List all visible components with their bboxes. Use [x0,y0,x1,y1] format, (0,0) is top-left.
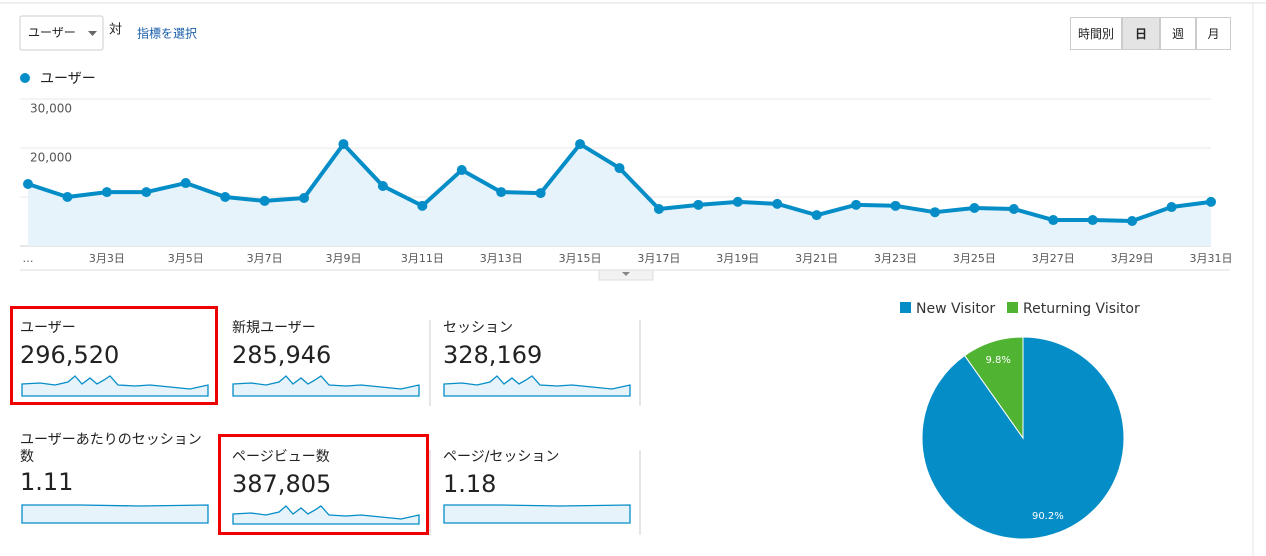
metric-dropdown-label: ユーザー [28,26,76,40]
point [23,179,33,190]
legend-label: Returning Visitor [1023,301,1140,317]
dropdown-arrow [88,31,97,36]
point [1008,204,1019,215]
point [929,207,940,218]
point [101,187,112,198]
point [220,192,231,202]
x-tick-label: 3月23日 [874,252,917,265]
scorecard: 新規ユーザー 285,946 [232,320,422,369]
point [535,188,546,199]
metric-label: ユーザーあたりのセッション数 [20,432,202,465]
point [338,139,349,150]
metric-value: 296,520 [20,341,120,369]
scorecard: セッション 328,169 [443,320,633,369]
slice-label: 9.8% [985,355,1010,366]
x-tick-label: 3月31日 [1190,252,1233,265]
sparklines [21,375,631,525]
metric-value: 1.18 [443,470,497,498]
point [1166,202,1177,213]
x-tick-label: … [23,252,34,265]
point [732,196,743,207]
metric-dropdown[interactable] [19,15,104,51]
y-tick-label: 20,000 [30,151,72,165]
sparkline [443,375,631,397]
x-tick-label: 3月5日 [168,252,204,265]
area [28,144,1211,246]
x-tick-label: 3月21日 [795,252,838,265]
legend-swatch [900,302,911,313]
point [890,200,901,211]
x-tick-label: 3月11日 [401,252,444,265]
period-button[interactable]: 時間別 [1070,17,1122,50]
point [180,178,191,189]
scorecard: ページビュー数 387,805 [232,449,422,498]
x-tick-label: 3月3日 [89,252,125,265]
x-tick-label: 3月19日 [716,252,759,265]
metric-label: セッション [443,320,513,336]
point [693,199,704,210]
scorecard: ユーザー 296,520 [20,320,210,369]
highlight-box [10,306,218,405]
metric-value: 387,805 [232,470,332,498]
legend-label: ユーザー [40,71,96,87]
point [62,192,73,202]
point [496,187,507,198]
x-tick-label: 3月15日 [559,252,602,265]
point [1127,216,1138,227]
point [259,195,270,206]
point [811,210,822,221]
slice-label: 90.2% [1032,511,1064,522]
metric-value: 1.11 [20,468,74,496]
expand-arrow [622,272,630,276]
point [377,180,388,191]
point [772,198,783,209]
x-tick-label: 3月17日 [637,252,680,265]
highlight-box [218,434,429,535]
metric-label: ページ/セッション [443,449,560,465]
point [1048,215,1059,226]
point [1087,215,1098,226]
point [1206,196,1216,207]
select-metric-link[interactable]: 指標を選択 [137,26,197,41]
point [969,203,980,214]
legend-dot [20,73,30,83]
x-tick-label: 3月13日 [480,252,523,265]
x-tick-label: 3月27日 [1032,252,1075,265]
sparkline [443,504,631,524]
sparkline [21,375,209,397]
scorecard: ユーザーあたりのセッション数 1.11 [20,432,210,496]
point [614,163,625,174]
legend-swatch [1007,302,1018,313]
point [417,200,428,211]
point [299,192,310,203]
sparkline [21,504,209,524]
period-button[interactable]: 日 [1122,17,1160,50]
x-tick-label: 3月25日 [953,252,996,265]
point [575,139,586,150]
scorecard: ページ/セッション 1.18 [443,449,633,498]
metric-value: 285,946 [232,341,332,369]
metric-label: ページビュー数 [232,449,330,465]
period-button[interactable]: 週 [1160,17,1196,50]
x-tick-label: 3月7日 [247,252,283,265]
legend-label: New Visitor [916,301,995,317]
versus-label: 対 [109,23,122,38]
point [141,187,152,198]
sparkline [232,375,420,397]
point [851,199,862,210]
metric-label: ユーザー [20,320,76,336]
metric-value: 328,169 [443,341,543,369]
metric-label: 新規ユーザー [232,320,316,336]
period-button[interactable]: 月 [1196,17,1231,50]
pie-slice [963,336,1024,440]
x-tick-label: 3月9日 [325,252,361,265]
point [456,165,467,176]
sparkline [232,505,420,525]
point [653,204,664,215]
x-tick-label: 3月29日 [1111,252,1154,265]
y-tick-label: 30,000 [30,102,72,116]
